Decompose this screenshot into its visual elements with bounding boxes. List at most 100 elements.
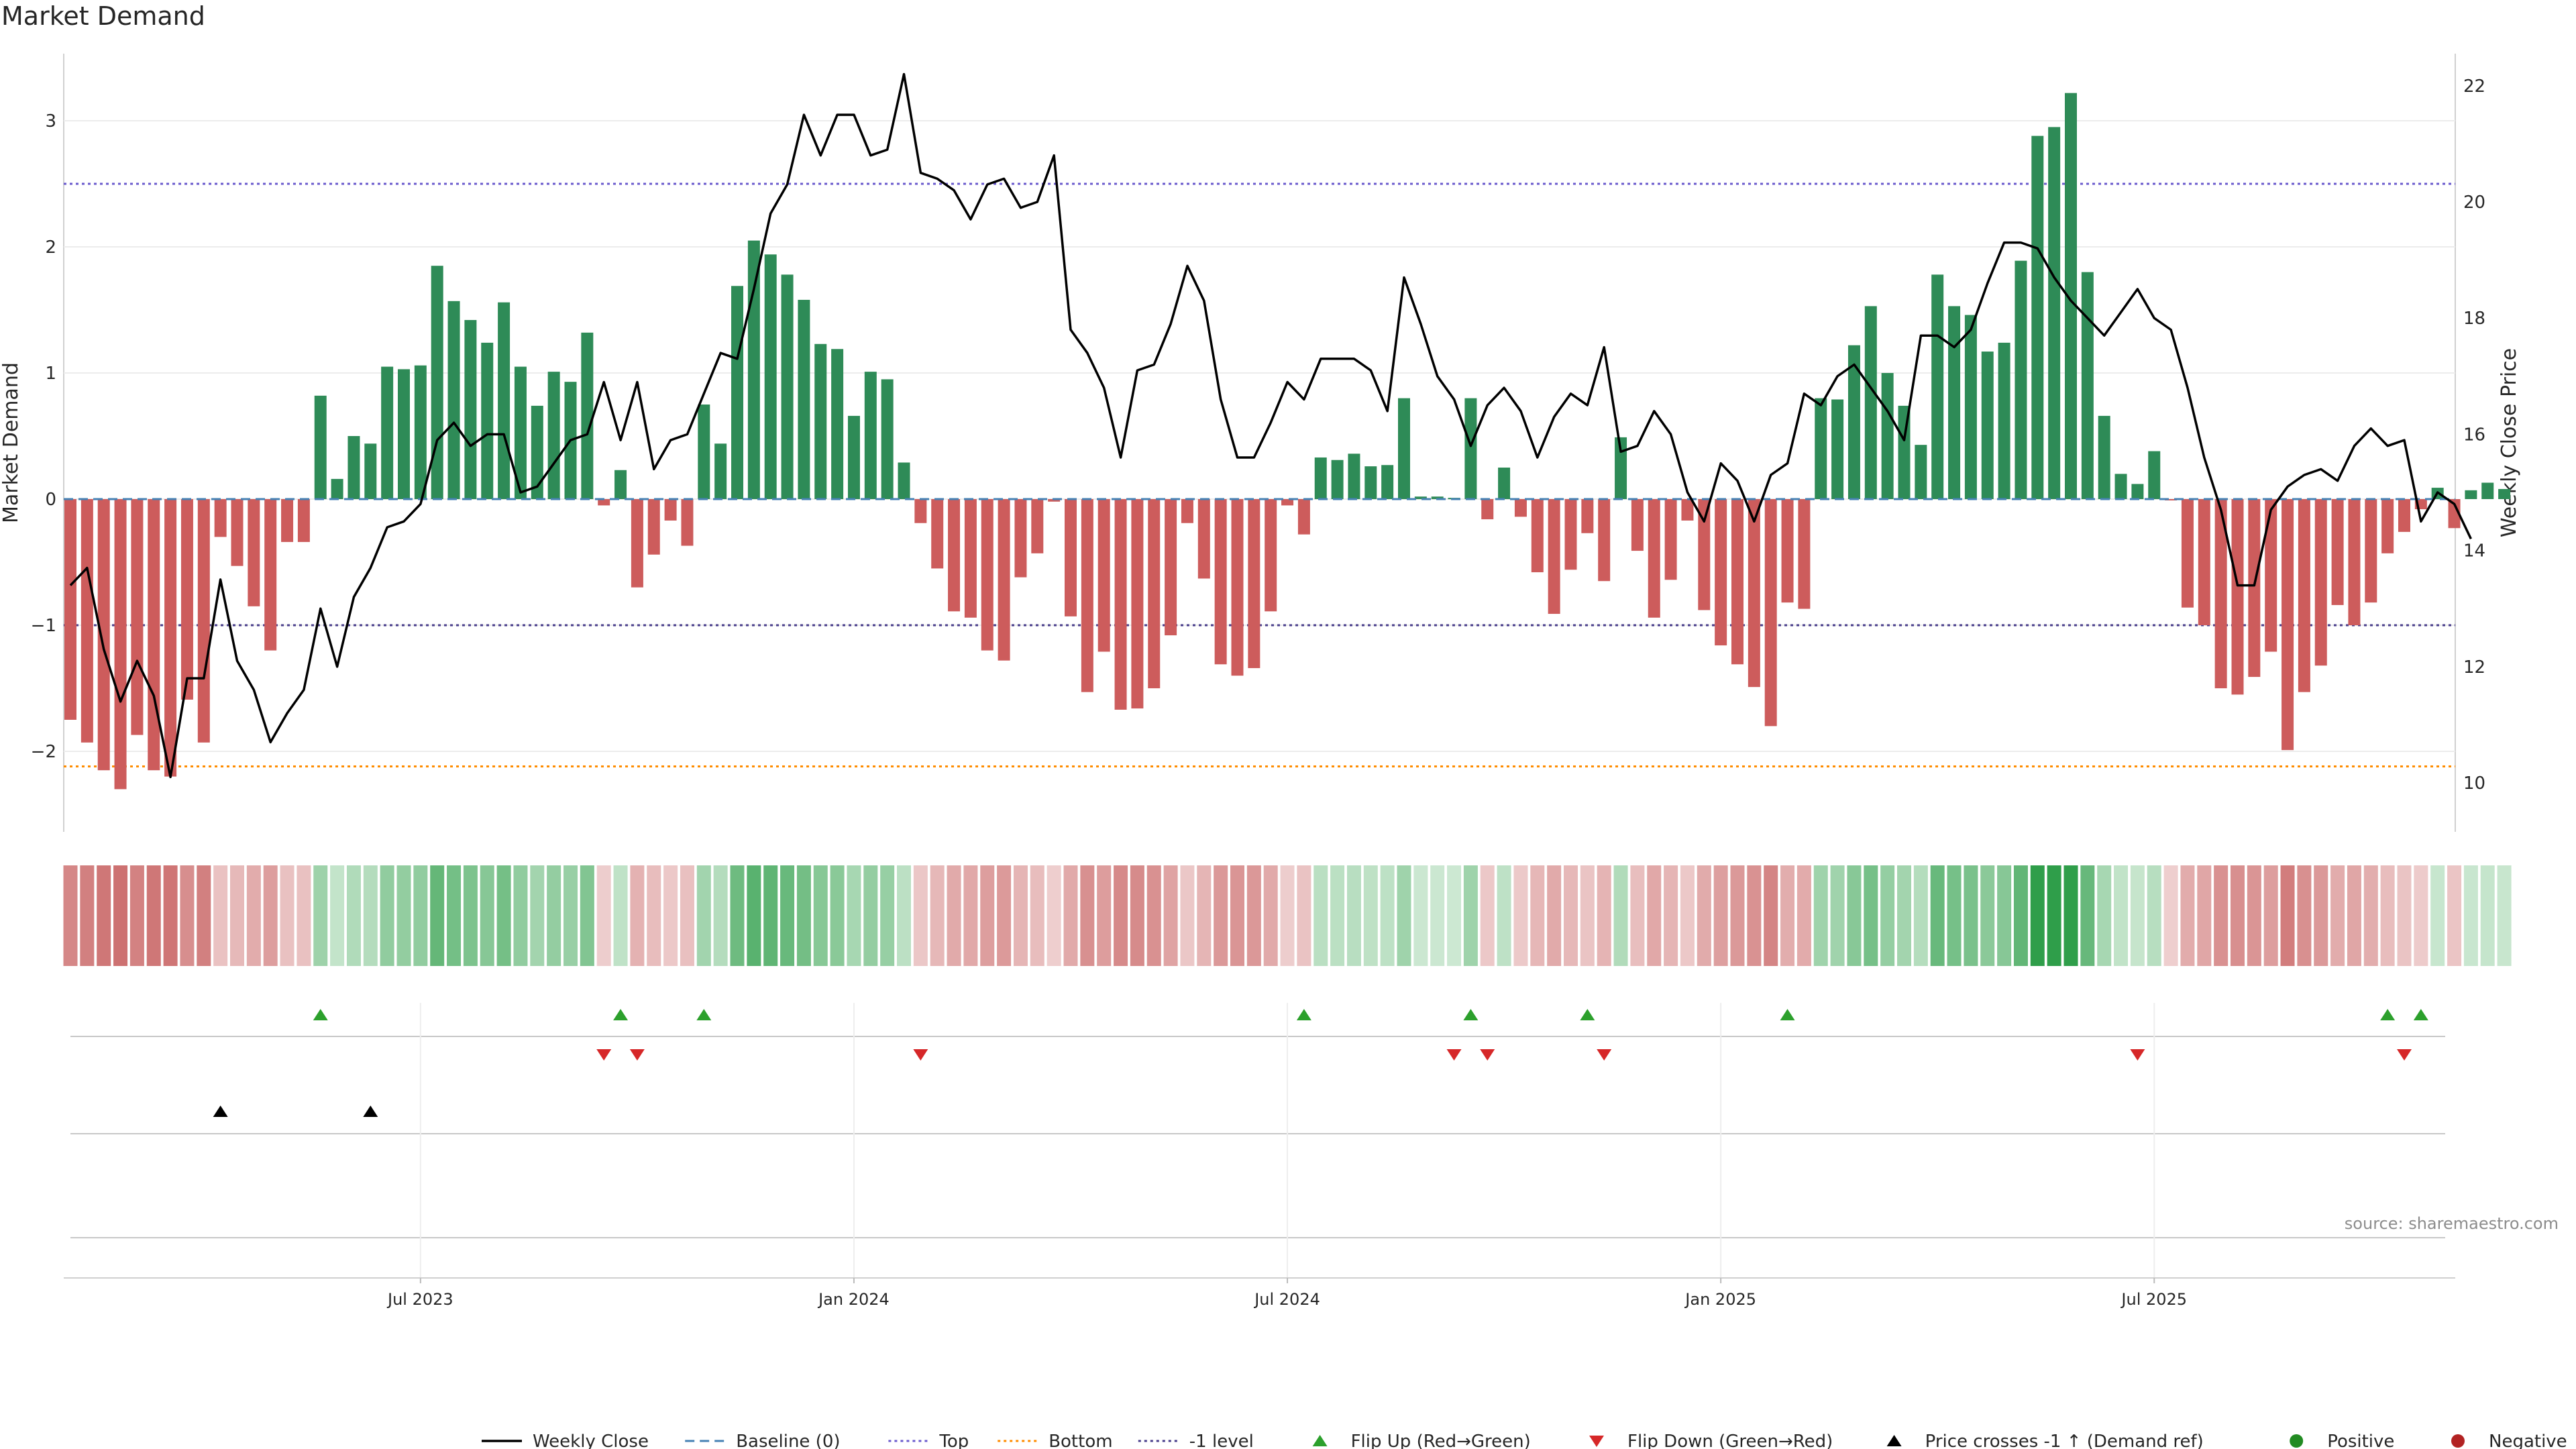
heat-strip-cell: [1080, 865, 1095, 966]
heat-strip-cell: [1163, 865, 1178, 966]
legend-label: Negative: [2489, 1432, 2567, 1449]
heat-strip-cell: [480, 865, 494, 966]
heat-strip-cell: [1280, 865, 1295, 966]
demand-bar: [1348, 453, 1360, 499]
demand-bar: [881, 379, 894, 499]
heat-strip-cell: [763, 865, 778, 966]
heat-strip-cell: [2314, 865, 2328, 966]
heat-strip-cell: [813, 865, 828, 966]
demand-bar: [1197, 499, 1210, 579]
demand-bar: [431, 266, 443, 499]
demand-bar: [731, 286, 743, 499]
legend-swatch: [2451, 1434, 2465, 1448]
demand-bar: [281, 499, 294, 542]
heat-strip-cell: [613, 865, 628, 966]
demand-bar: [2398, 499, 2410, 532]
heat-strip-cell: [1664, 865, 1678, 966]
demand-bar: [1065, 499, 1077, 616]
heat-strip-cell: [1413, 865, 1428, 966]
heat-strip-cell: [1697, 865, 1711, 966]
heat-strip-cell: [1647, 865, 1662, 966]
heat-strip-cell: [980, 865, 995, 966]
heat-strip-cell: [1747, 865, 1762, 966]
legend-label: Weekly Close: [533, 1432, 649, 1449]
demand-bar: [581, 332, 594, 499]
demand-bar: [1097, 499, 1110, 652]
heat-strip-cell: [2380, 865, 2395, 966]
y2-tick-label: 16: [2463, 425, 2485, 445]
heat-strip-cell: [863, 865, 878, 966]
demand-bar: [1948, 306, 1961, 499]
heat-strip-cell: [663, 865, 678, 966]
legend-swatch: [2290, 1434, 2304, 1448]
demand-bar: [914, 499, 927, 523]
demand-bar: [998, 499, 1010, 661]
demand-bar: [1148, 499, 1161, 688]
heat-strip-cell: [2363, 865, 2378, 966]
flip-down-marker: [2397, 1049, 2412, 1061]
heat-strip-cell: [1513, 865, 1528, 966]
heat-strip-cell: [513, 865, 528, 966]
demand-bar: [2248, 499, 2261, 678]
demand-bar: [164, 499, 177, 777]
demand-bar: [1764, 499, 1777, 727]
demand-bar: [2298, 499, 2310, 692]
heat-strip-cell: [1297, 865, 1311, 966]
demand-bar: [1598, 499, 1611, 582]
demand-bar: [1648, 499, 1660, 618]
heat-strip-cell: [1480, 865, 1495, 966]
demand-bar: [2181, 499, 2194, 608]
demand-bar: [664, 499, 677, 521]
demand-bar: [1431, 496, 1444, 499]
demand-bar: [2081, 272, 2094, 499]
demand-bar: [1664, 499, 1677, 580]
heat-strip-cell: [2147, 865, 2161, 966]
legend-label: -1 level: [1189, 1432, 1254, 1449]
source-credit: source: sharemaestro.com: [2344, 1214, 2559, 1233]
heat-strip-cell: [2214, 865, 2229, 966]
demand-bar: [2465, 490, 2477, 499]
demand-bar: [131, 499, 144, 735]
heat-strip-cell: [246, 865, 261, 966]
demand-bar: [2031, 136, 2044, 499]
demand-bar: [1398, 398, 1410, 499]
heat-strip-cell: [1597, 865, 1611, 966]
y-tick-label: 2: [45, 237, 56, 258]
demand-bar: [1998, 342, 2010, 499]
demand-bar: [931, 499, 944, 569]
heat-strip-cell: [1580, 865, 1595, 966]
price-cross-marker: [213, 1106, 228, 1117]
heat-strip-cell: [1246, 865, 1261, 966]
heat-strip-cell: [330, 865, 345, 966]
legend-swatch: [1589, 1436, 1604, 1447]
demand-bar: [1864, 306, 1877, 499]
heat-strip-cell: [80, 865, 95, 966]
y-tick-label: 0: [45, 490, 56, 510]
heat-strip-cell: [1346, 865, 1361, 966]
chart-title: Market Demand: [1, 1, 205, 31]
y2-tick-label: 14: [2463, 541, 2485, 561]
demand-bar: [1331, 460, 1344, 499]
heat-strip-cell: [1497, 865, 1511, 966]
demand-bar: [1181, 499, 1193, 523]
heat-strip-cell: [1564, 865, 1578, 966]
demand-bar: [1231, 499, 1244, 676]
demand-bar: [831, 349, 844, 499]
legend-label: Flip Down (Green→Red): [1627, 1432, 1833, 1449]
heat-strip-cell: [2430, 865, 2445, 966]
demand-bar: [1715, 499, 1727, 646]
flip-up-marker: [2380, 1009, 2396, 1020]
heat-strip-cell: [413, 865, 428, 966]
demand-bar: [2114, 474, 2127, 499]
heat-strip-cell: [1913, 865, 1928, 966]
y2-tick-label: 20: [2463, 193, 2485, 213]
demand-bar: [1881, 373, 1894, 499]
legend-label: Bottom: [1049, 1432, 1112, 1449]
heat-strip-cell: [2414, 865, 2428, 966]
x-tick-label: Jan 2025: [1684, 1290, 1756, 1309]
heat-strip-cell: [1180, 865, 1195, 966]
demand-bar: [297, 499, 310, 542]
demand-bar: [248, 499, 260, 606]
demand-bar: [747, 240, 760, 499]
heat-strip-cell: [1330, 865, 1345, 966]
